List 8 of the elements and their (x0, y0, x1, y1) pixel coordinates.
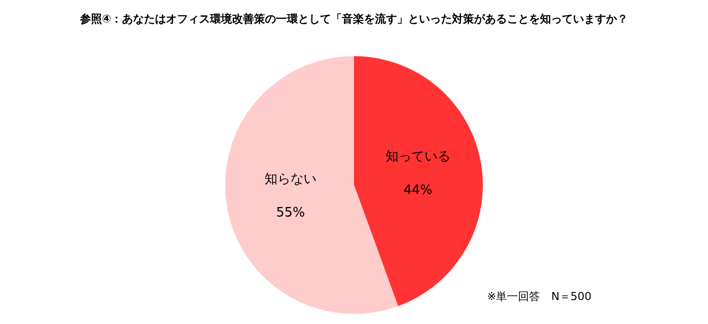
slice-label: 知っている (385, 149, 450, 164)
pie-slice (225, 56, 398, 314)
data-label: 44% (403, 183, 432, 198)
data-label: 55% (276, 206, 306, 221)
slice-label: 知らない (264, 172, 317, 187)
chart-title: 参照④：あなたはオフィス環境改善策の一環として「音楽を流す」といった対策があることを知っていますか？ (78, 12, 628, 26)
text: ※単一回答 N＝500 (487, 290, 592, 303)
pie-slice (354, 56, 483, 306)
